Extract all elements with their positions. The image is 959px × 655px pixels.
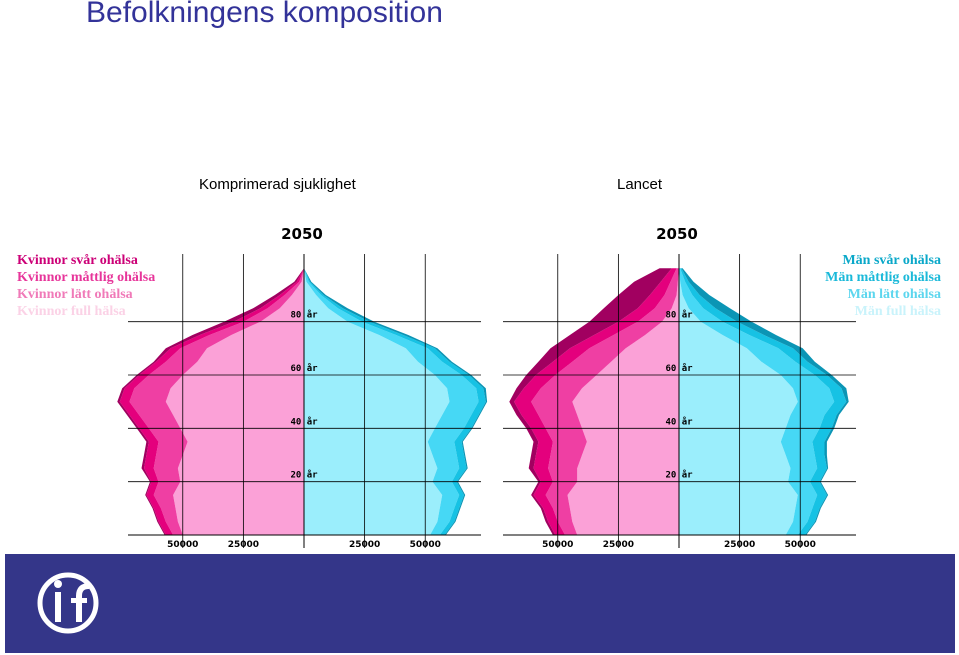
area-series	[304, 268, 486, 535]
x-tick-label: 50000	[410, 540, 441, 550]
x-tick-label: 25000	[349, 540, 380, 550]
area-series	[679, 268, 835, 535]
organization-logo-icon	[37, 572, 99, 634]
x-tick-label: 25000	[724, 540, 755, 550]
area-series	[680, 268, 847, 535]
area-series	[129, 268, 304, 535]
age-label: 20 år	[290, 470, 318, 481]
x-tick-label: 50000	[785, 540, 816, 550]
page-title: Befolkningens komposition	[86, 0, 443, 29]
age-label: 40 år	[290, 416, 318, 427]
age-label: 60 år	[290, 363, 318, 374]
legend-item: Kvinnor full hälsa	[17, 304, 126, 319]
chart-subtitle-left: Komprimerad sjuklighet	[199, 176, 356, 193]
area-series	[165, 268, 304, 535]
x-tick-label: 50000	[167, 540, 198, 550]
area-series	[514, 268, 677, 535]
chart-year-title: 2050	[656, 225, 698, 243]
x-tick-label: 50000	[542, 540, 573, 550]
legend-item: Män måttlig ohälsa	[825, 270, 941, 285]
area-series	[567, 268, 679, 535]
chart-subtitle-right: Lancet	[617, 176, 663, 193]
legend-item: Kvinnor måttlig ohälsa	[17, 270, 156, 285]
legend-item: Män full hälsa	[854, 304, 941, 319]
age-label: 80 år	[290, 310, 318, 321]
x-tick-label: 25000	[228, 540, 259, 550]
legend-item: Kvinnor svår ohälsa	[17, 253, 138, 268]
area-series	[304, 268, 450, 535]
pyramid-panel: 20 år 40 år 60 år 80 år 50000 25000 25000 50000…	[503, 225, 856, 550]
chart-year-title: 2050	[281, 225, 323, 243]
legend-item: Män svår ohälsa	[842, 253, 941, 268]
age-label: 20 år	[665, 470, 693, 481]
age-label: 60 år	[665, 363, 693, 374]
area-series	[531, 268, 679, 535]
pyramid-panel: 20 år 40 år 60 år 80 år 50000 25000 25000 50000…	[117, 225, 488, 550]
x-tick-label: 25000	[603, 540, 634, 550]
legend-item: Kvinnor lätt ohälsa	[17, 287, 133, 302]
age-label: 80 år	[665, 310, 693, 321]
legend-item: Män lätt ohälsa	[847, 287, 941, 302]
legend-men: Män svår ohälsa Män måttlig ohälsa Män l…	[825, 252, 941, 320]
age-label: 40 år	[665, 416, 693, 427]
footer-bar	[5, 554, 955, 653]
area-series	[679, 268, 798, 535]
legend-women: Kvinnor svår ohälsa Kvinnor måttlig ohäl…	[17, 252, 155, 320]
